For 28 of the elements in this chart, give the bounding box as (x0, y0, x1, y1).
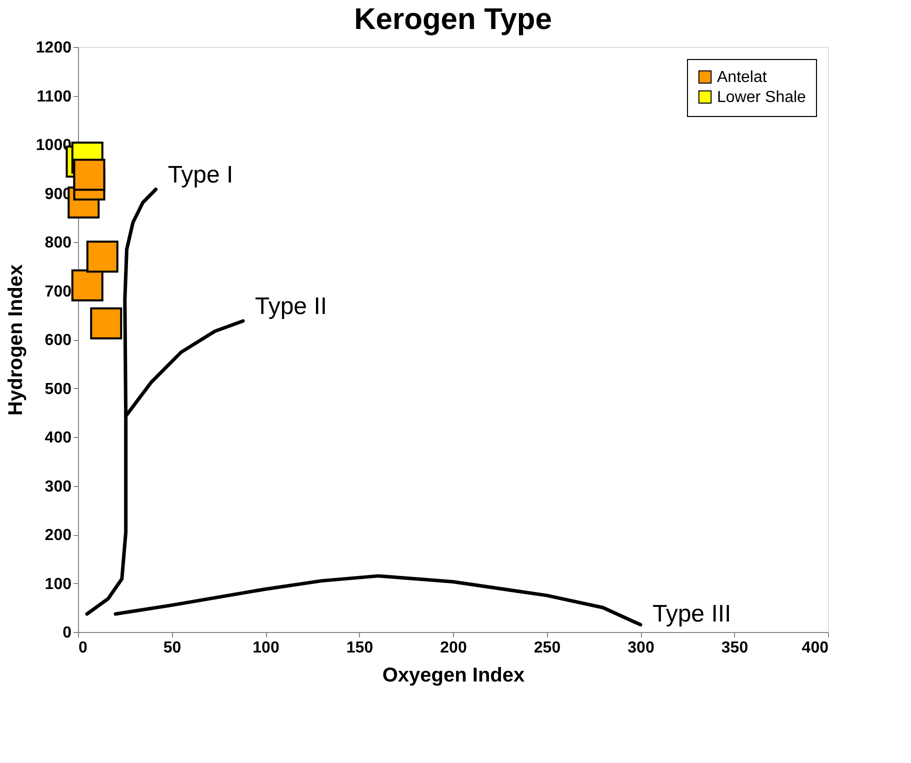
chart-title: Kerogen Type (354, 3, 552, 36)
x-tick-label: 150 (346, 640, 374, 656)
x-axis-title: Oxyegen Index (382, 664, 525, 686)
y-tick-label: 1100 (36, 88, 72, 106)
annotation: Type II (255, 292, 328, 320)
legend-label: Lower Shale (717, 89, 806, 106)
y-tick-label: 800 (44, 234, 72, 252)
y-tick-label: 300 (44, 478, 72, 496)
y-tick-label: 700 (44, 283, 72, 300)
legend-label: Antelat (717, 69, 768, 86)
x-tick-label: 50 (163, 640, 182, 656)
y-tick-label: 600 (44, 332, 72, 349)
y-tick-label: 500 (44, 380, 72, 398)
annotation: Type III (652, 600, 732, 628)
x-tick-label: 200 (440, 640, 467, 656)
annotation: Type I (168, 161, 234, 188)
y-tick-label: 400 (44, 430, 72, 446)
y-tick-label: 100 (44, 576, 72, 593)
y-tick-label: 200 (44, 527, 72, 544)
y-tick-label: 0 (62, 624, 72, 642)
x-tick-label: 0 (78, 640, 88, 656)
x-tick-label: 350 (721, 640, 748, 656)
y-axis-title: Hydrogen Index (4, 264, 27, 416)
y-tick-label: 1200 (36, 40, 72, 56)
x-tick-label: 250 (534, 640, 561, 656)
x-tick-label: 400 (802, 640, 829, 656)
x-tick-label: 300 (628, 640, 654, 656)
x-tick-label: 100 (252, 640, 280, 656)
